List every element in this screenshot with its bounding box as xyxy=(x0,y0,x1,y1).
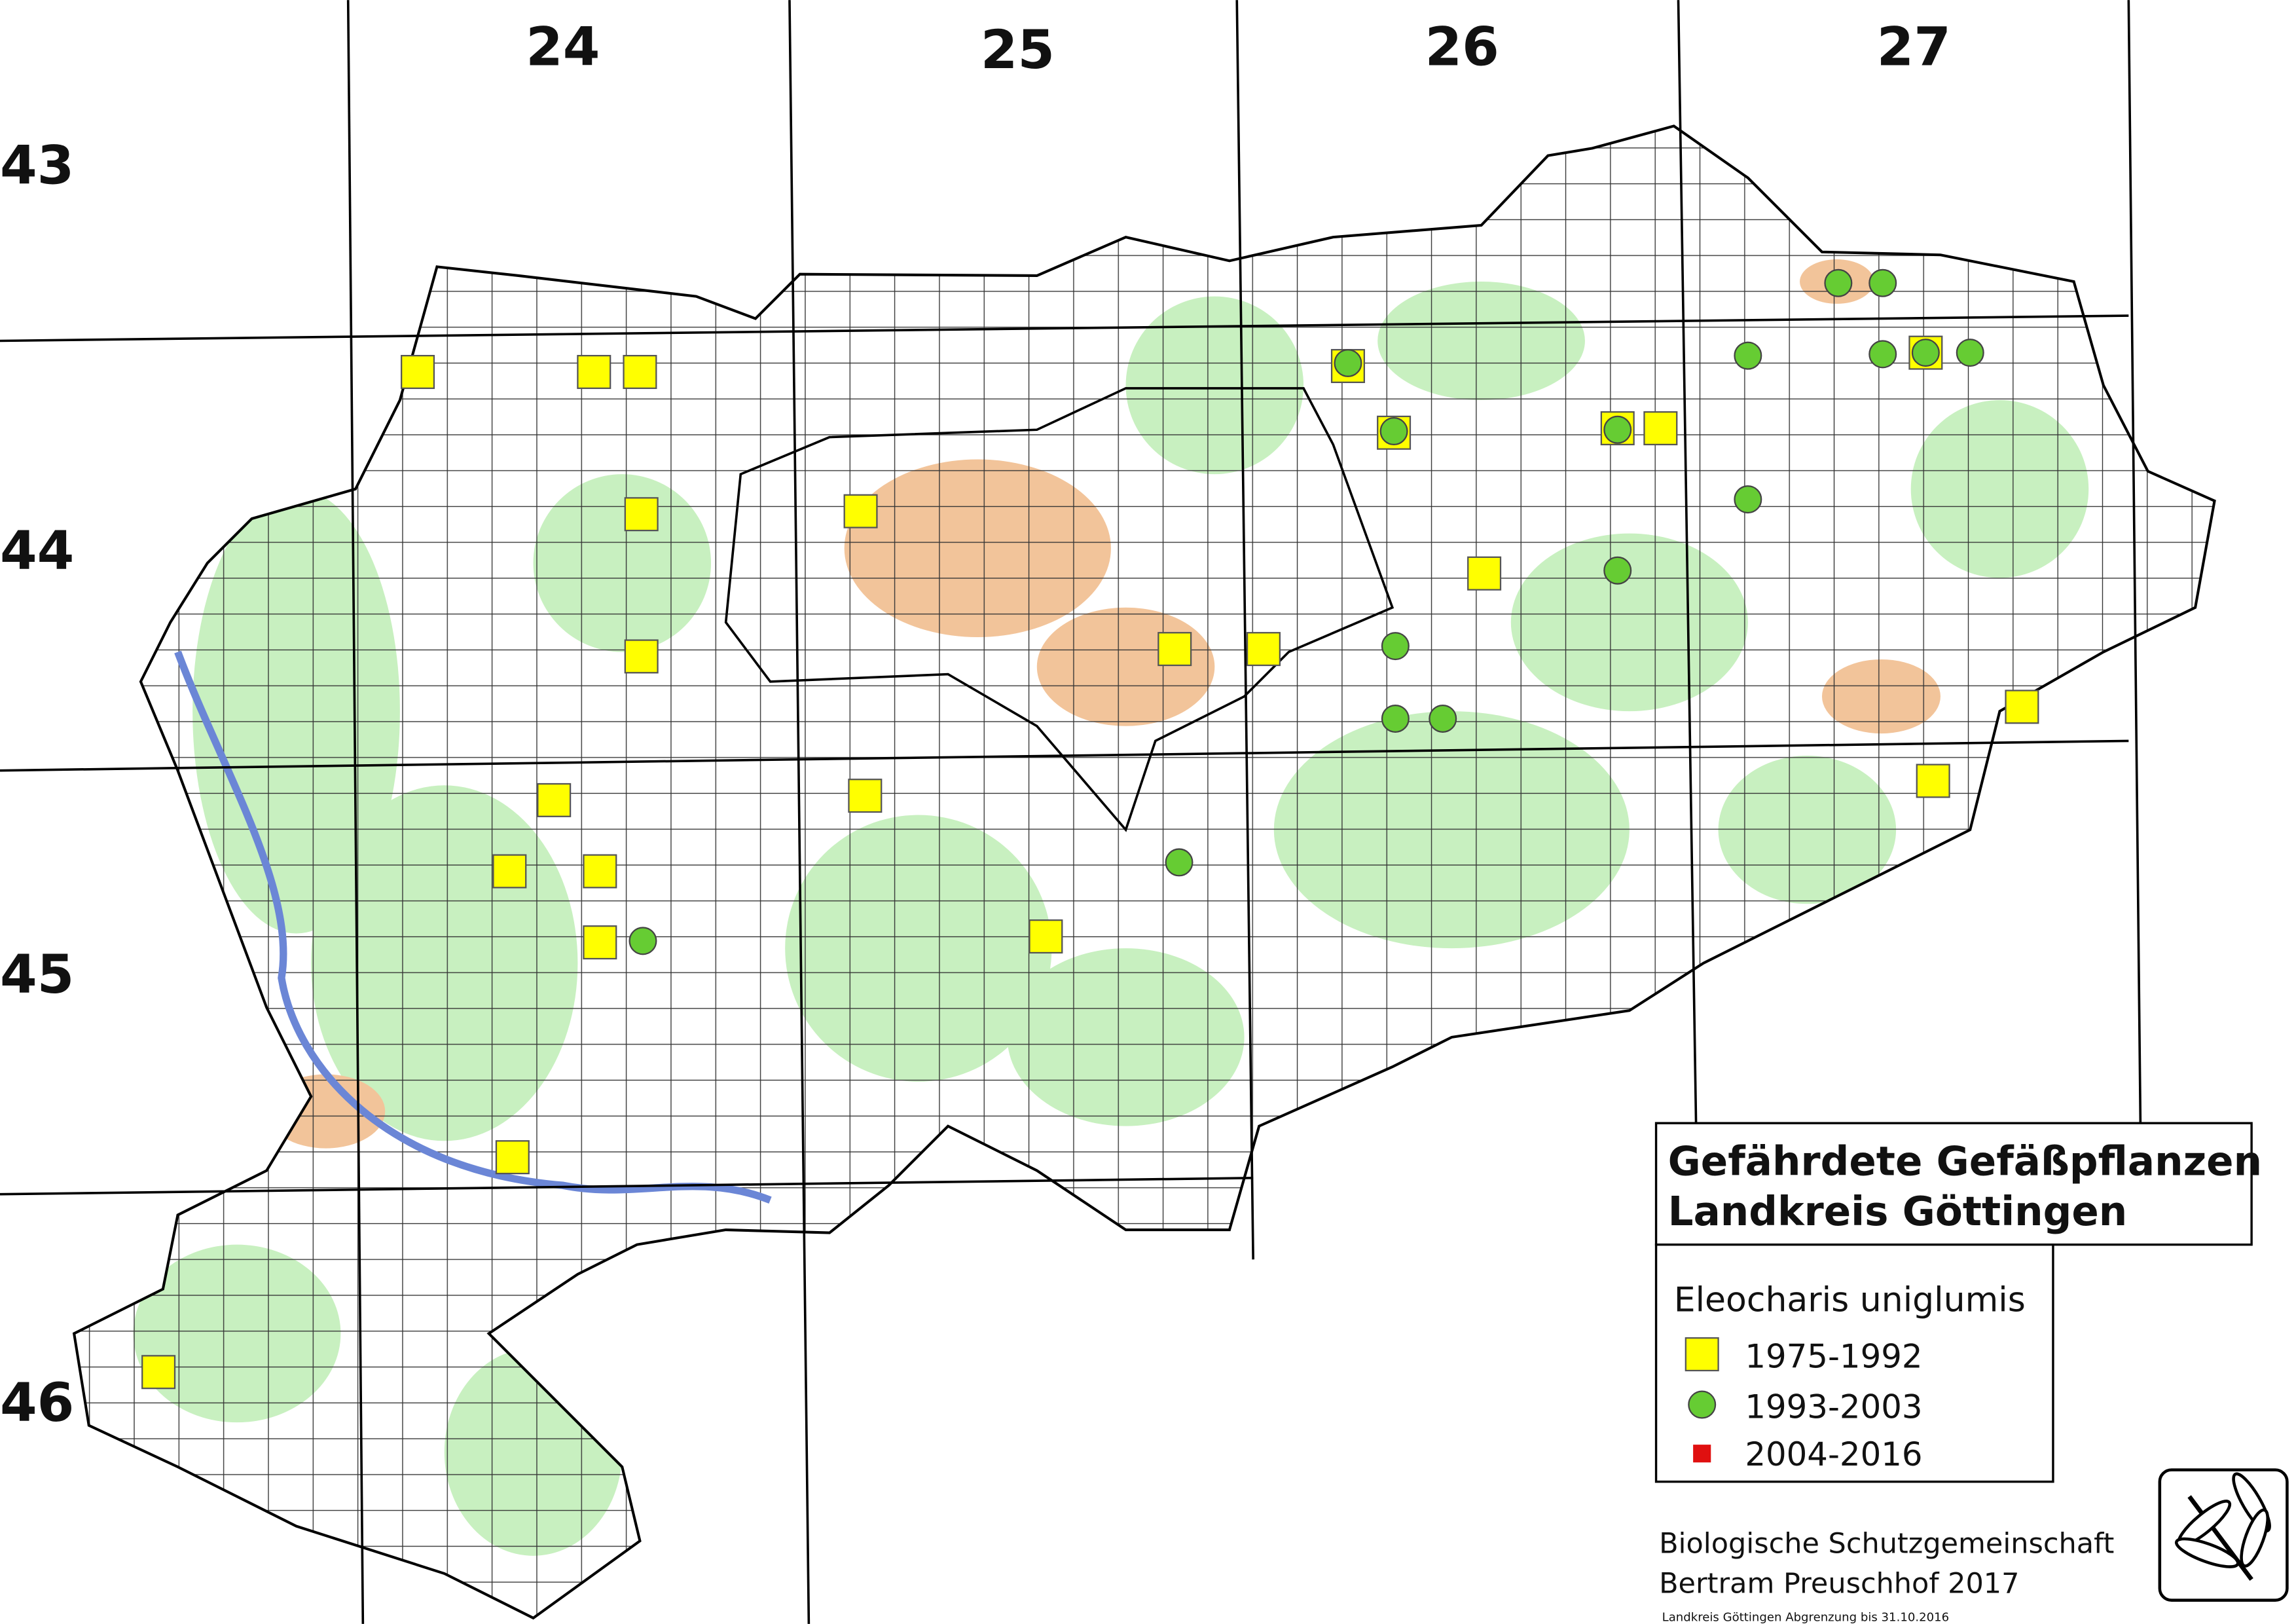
record-1975-1992 xyxy=(1029,919,1063,954)
record-1975-1992 xyxy=(624,497,659,532)
record-1975-1992 xyxy=(1246,632,1281,667)
record-1975-1992 xyxy=(401,354,435,390)
record-1975-1992 xyxy=(492,854,527,889)
row-label: 46 xyxy=(0,1372,74,1434)
record-1993-2003 xyxy=(1379,417,1408,446)
record-1975-1992 xyxy=(1916,764,1950,798)
record-1975-1992 xyxy=(1157,632,1192,667)
record-1975-1992 xyxy=(577,354,611,390)
credit: Bertram Preuschhof 2017 xyxy=(1659,1567,2019,1600)
species-name: Eleocharis uniglumis xyxy=(1674,1280,2026,1320)
legend-title: Landkreis Göttingen xyxy=(1668,1189,2128,1235)
record-1975-1992 xyxy=(537,783,572,817)
column-label: 26 xyxy=(1425,16,1499,79)
record-1975-1992 xyxy=(583,925,617,960)
major-grid xyxy=(0,0,2142,1624)
footnote: Landkreis Göttingen Abgrenzung bis 31.10… xyxy=(1662,1610,1950,1624)
record-1993-2003 xyxy=(629,927,657,955)
column-label: 25 xyxy=(981,19,1055,81)
record-1975-1992 xyxy=(848,779,883,813)
record-1993-2003 xyxy=(1734,341,1762,370)
legend-swatch xyxy=(1688,1390,1717,1419)
legend-entry: 1975-1992 xyxy=(1745,1337,1922,1375)
title-box xyxy=(1654,1122,2253,1246)
record-1993-2003 xyxy=(1824,268,1853,297)
district-border xyxy=(72,124,2216,1620)
city-border xyxy=(724,387,1394,832)
row-label: 44 xyxy=(0,520,74,582)
record-1975-1992 xyxy=(583,854,617,889)
legend-entry: 2004-2016 xyxy=(1745,1435,1922,1473)
record-1975-1992 xyxy=(495,1140,530,1175)
record-1993-2003 xyxy=(1911,339,1940,367)
markers xyxy=(141,268,2039,1390)
record-1975-1992 xyxy=(624,639,659,674)
record-1993-2003 xyxy=(1381,632,1410,661)
record-1993-2003 xyxy=(1603,556,1632,585)
record-1993-2003 xyxy=(1381,704,1410,733)
logo xyxy=(2158,1468,2289,1602)
record-1975-1992 xyxy=(141,1355,176,1390)
legend-swatch xyxy=(1693,1445,1711,1463)
record-1975-1992 xyxy=(623,354,657,390)
column-label: 27 xyxy=(1877,16,1951,79)
record-1993-2003 xyxy=(1334,348,1362,377)
record-1975-1992 xyxy=(2005,690,2039,724)
record-1993-2003 xyxy=(1868,340,1897,369)
record-1975-1992 xyxy=(1467,556,1502,591)
record-1993-2003 xyxy=(1603,415,1632,444)
legend-entry: 1993-2003 xyxy=(1745,1388,1922,1426)
column-label: 24 xyxy=(526,16,600,79)
legend-title: Gefährdete Gefäßpflanzen xyxy=(1668,1138,2262,1185)
legend-swatch xyxy=(1685,1337,1719,1372)
record-1993-2003 xyxy=(1956,339,1984,367)
legend-box xyxy=(1654,1243,2054,1483)
record-1975-1992 xyxy=(1643,411,1678,446)
credit: Biologische Schutzgemeinschaft xyxy=(1659,1527,2114,1560)
record-1975-1992 xyxy=(843,494,878,528)
row-label: 45 xyxy=(0,944,74,1006)
record-1993-2003 xyxy=(1429,704,1457,733)
row-label: 43 xyxy=(0,135,74,197)
river xyxy=(174,650,772,1204)
record-1993-2003 xyxy=(1734,485,1762,514)
record-1993-2003 xyxy=(1868,268,1897,297)
record-1993-2003 xyxy=(1165,848,1194,877)
